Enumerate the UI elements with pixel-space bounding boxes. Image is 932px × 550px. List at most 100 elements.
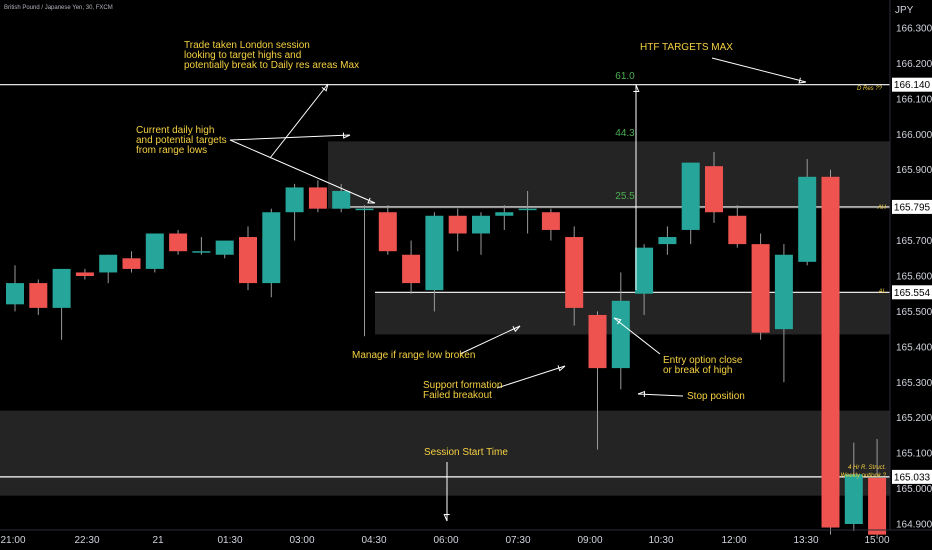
candle (122, 251, 141, 273)
arrow-fib-up-head (633, 84, 640, 92)
zone-0 (328, 141, 890, 209)
price-line-tag: Weekly outlook ? (840, 473, 886, 479)
candle-body (262, 212, 281, 284)
arrow-daily-range-head (367, 197, 376, 204)
price-line-tag: D Res ?? (857, 86, 883, 92)
candle (285, 183, 304, 241)
candle-body (29, 283, 48, 308)
arrow-session-head (443, 514, 450, 522)
candle-body (192, 251, 211, 253)
time-tick-label: 15:00 (864, 535, 889, 546)
arrow-daily-high (229, 134, 351, 141)
arrow-entry (613, 317, 661, 355)
candle-body (285, 187, 304, 213)
annotation-support: Support formation (423, 380, 503, 391)
candle-body (565, 237, 584, 308)
candle-body (448, 215, 467, 234)
price-line-badge-label: 165.554 (894, 288, 931, 299)
candle (192, 237, 211, 255)
time-axis[interactable]: 21:00 22:30 21 01:30 03:00 04:30 06:00 07:30 09:… (0, 529, 932, 546)
candle-body (658, 237, 677, 245)
price-axis[interactable]: 166.300166.200166.100166.000165.900165.8… (889, 0, 932, 531)
time-tick-label: 12:00 (721, 535, 746, 546)
candle (99, 254, 118, 284)
time-tick-label: 10:30 (648, 535, 673, 546)
time-tick-label: 04:30 (361, 535, 386, 546)
arrow-support-head (557, 365, 566, 372)
candle (611, 272, 630, 390)
candle-body (495, 212, 514, 216)
time-tick-label: 21 (152, 535, 164, 546)
price-line-badge (892, 469, 932, 484)
price-line-tag: AL (878, 289, 886, 295)
annotation-london: Trade taken London session (184, 40, 310, 51)
arrow-entry-head (613, 317, 622, 325)
arrow-htf-head (798, 77, 807, 84)
candle-body (52, 268, 71, 308)
fib-level-label: 25.5 (615, 191, 635, 202)
arrow-range-low (459, 325, 521, 355)
annotation-stop: Stop position (687, 391, 745, 402)
candle-body (425, 215, 444, 291)
candle-body (681, 162, 700, 230)
fib-level-label: 61.0 (615, 71, 635, 82)
candle (635, 244, 654, 315)
price-tick-label: 165.500 (896, 307, 932, 318)
time-tick-label: 01:30 (217, 535, 242, 546)
currency-label: JPY (895, 5, 914, 16)
candle (29, 279, 48, 315)
candle (798, 159, 817, 266)
price-tick-label: 166.000 (896, 130, 932, 141)
annotation-entry: or break of high (663, 365, 733, 376)
price-tick-label: 165.100 (896, 449, 932, 460)
candle-body (6, 283, 24, 305)
candle (6, 265, 24, 312)
time-tick-label: 21:00 (0, 535, 25, 546)
price-line-badge (892, 199, 932, 214)
candle-body (798, 176, 817, 262)
candle-body (145, 233, 164, 269)
candle (448, 208, 467, 252)
zone-2 (0, 410, 890, 496)
candle (844, 442, 863, 532)
candle (402, 240, 421, 294)
price-line-badge (892, 77, 932, 92)
candle-body (588, 314, 607, 369)
candles-layer[interactable] (6, 152, 887, 539)
candle-body (472, 215, 490, 234)
candle-body (728, 215, 747, 245)
candle (495, 205, 514, 230)
arrow-stop-head (637, 390, 646, 398)
candle (262, 208, 281, 298)
candle-body (75, 272, 94, 276)
price-line-badge-label: 165.795 (894, 202, 931, 213)
candle (355, 205, 374, 337)
candle-body (611, 300, 630, 369)
annotation-london: potentially break to Daily res areas Max (184, 60, 359, 71)
candle (588, 311, 607, 450)
candle (774, 244, 793, 383)
candle (239, 226, 257, 291)
zone-1 (375, 292, 890, 335)
annotation-daily: Current daily high (136, 125, 214, 136)
candle (868, 438, 887, 539)
candle-body (705, 166, 723, 213)
price-tick-label: 165.200 (896, 413, 932, 424)
candle-body (518, 208, 537, 211)
candle-body (239, 237, 257, 284)
fib-level-label: 44.3 (615, 128, 635, 139)
price-tick-label: 164.900 (896, 520, 932, 531)
price-tick-label: 165.300 (896, 378, 932, 389)
annotation-support: Failed breakout (423, 390, 492, 401)
price-line-badge-label: 166.140 (894, 80, 931, 91)
price-tick-label: 165.600 (896, 272, 932, 283)
annotation-session: Session Start Time (424, 447, 508, 458)
candle (705, 152, 723, 223)
candle-body (122, 258, 141, 269)
price-line-badge-label: 165.033 (894, 472, 931, 483)
candle-body (751, 244, 770, 333)
arrow-range-low-head (512, 325, 521, 333)
candle (728, 205, 747, 248)
candle (821, 169, 840, 535)
